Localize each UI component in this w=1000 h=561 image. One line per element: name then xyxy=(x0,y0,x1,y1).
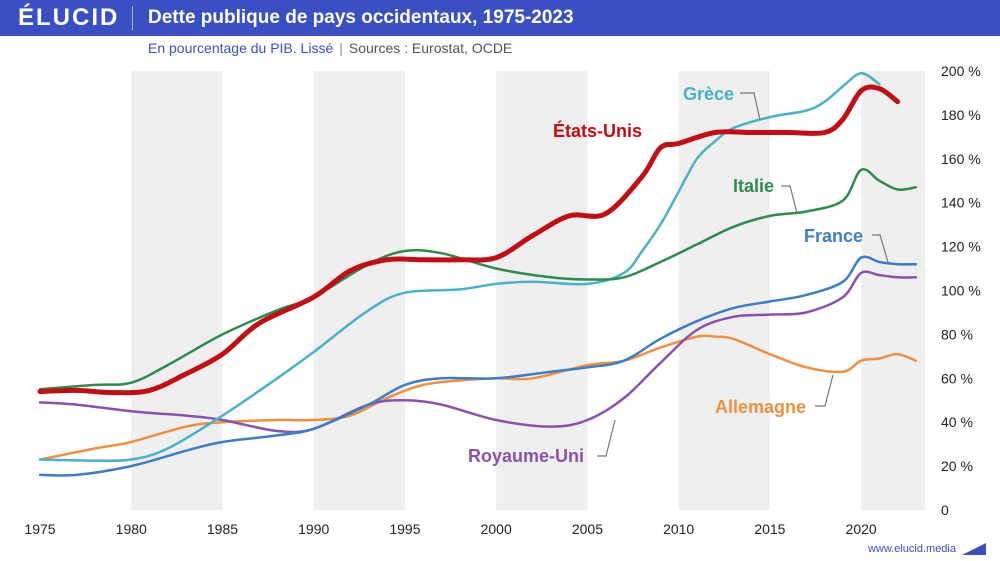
y-axis-ticks: 0 20 % 40 % 60 % 80 % 100 % 120 % 140 % 160 % 180… xyxy=(941,63,981,518)
y-tick-label: 80 % xyxy=(941,326,973,342)
x-tick-label: 1975 xyxy=(24,521,55,537)
leader-italie xyxy=(781,185,798,214)
chart-band xyxy=(222,71,314,510)
x-tick-label: 2020 xyxy=(846,521,877,537)
x-tick-label: 1980 xyxy=(116,521,147,537)
x-tick-label: 2000 xyxy=(481,521,512,537)
label-royaume-uni: Royaume-Uni xyxy=(468,446,584,466)
chart-band xyxy=(496,71,588,510)
leader-royaume-uni xyxy=(597,419,616,457)
y-tick-label: 60 % xyxy=(941,370,973,386)
label-france: France xyxy=(804,226,863,246)
footer-url: www.elucid.media xyxy=(867,543,956,555)
chart-band xyxy=(861,71,925,510)
chart-band xyxy=(313,71,405,510)
x-tick-label: 2015 xyxy=(754,521,785,537)
series-line-france xyxy=(38,255,918,477)
chart-band xyxy=(40,71,132,510)
leader-allemagne xyxy=(815,374,834,407)
series-labels: Grèce États-Unis Italie France Royaume-Uni Al… xyxy=(468,84,863,466)
flag-icon xyxy=(962,543,986,555)
chart-bands xyxy=(40,71,925,510)
x-tick-label: 2010 xyxy=(663,521,694,537)
series-line-etats-unis xyxy=(37,84,901,396)
sources-text: Sources : Eurostat, OCDE xyxy=(348,40,513,56)
chart-title: Dette publique de pays occidentaux, 1975… xyxy=(148,7,574,28)
series-layer xyxy=(37,71,918,477)
label-etats-unis: États-Unis xyxy=(553,120,642,141)
subtitle-separator: | xyxy=(339,40,343,56)
x-tick-label: 1985 xyxy=(207,521,238,537)
x-axis-ticks: 1975 1980 1985 1990 1995 2000 2005 2010 2015 2020 xyxy=(24,521,876,537)
label-allemagne: Allemagne xyxy=(715,397,806,417)
leader-france xyxy=(872,234,889,263)
x-tick-label: 2005 xyxy=(572,521,603,537)
label-italie: Italie xyxy=(733,176,774,196)
header-divider xyxy=(132,6,133,30)
leader-grece xyxy=(740,92,761,121)
y-tick-label: 120 % xyxy=(941,239,981,255)
y-tick-label: 0 xyxy=(941,502,949,518)
series-line-grece xyxy=(38,71,881,463)
chart-band xyxy=(769,71,862,510)
y-tick-label: 200 % xyxy=(941,63,981,79)
y-tick-label: 160 % xyxy=(941,151,981,167)
label-leaders xyxy=(597,92,889,457)
y-tick-label: 40 % xyxy=(941,414,973,430)
series-line-royaume-uni xyxy=(38,270,918,434)
label-grece: Grèce xyxy=(683,84,734,104)
chart-subtitle: En pourcentage du PIB. Lissé | Sources : E… xyxy=(148,40,512,56)
y-tick-label: 180 % xyxy=(941,107,981,123)
chart-band xyxy=(678,71,770,510)
x-tick-label: 1990 xyxy=(298,521,329,537)
subtitle-text: En pourcentage du PIB. Lissé xyxy=(148,40,334,56)
x-tick-label: 1995 xyxy=(389,521,420,537)
y-tick-label: 20 % xyxy=(941,458,973,474)
series-line-italie xyxy=(38,167,918,391)
y-tick-label: 140 % xyxy=(941,195,981,211)
elucid-logo: ÉLUCID xyxy=(18,4,120,31)
header-bar: ÉLUCID Dette publique de pays occidentau… xyxy=(0,0,1000,36)
y-tick-label: 100 % xyxy=(941,283,981,299)
